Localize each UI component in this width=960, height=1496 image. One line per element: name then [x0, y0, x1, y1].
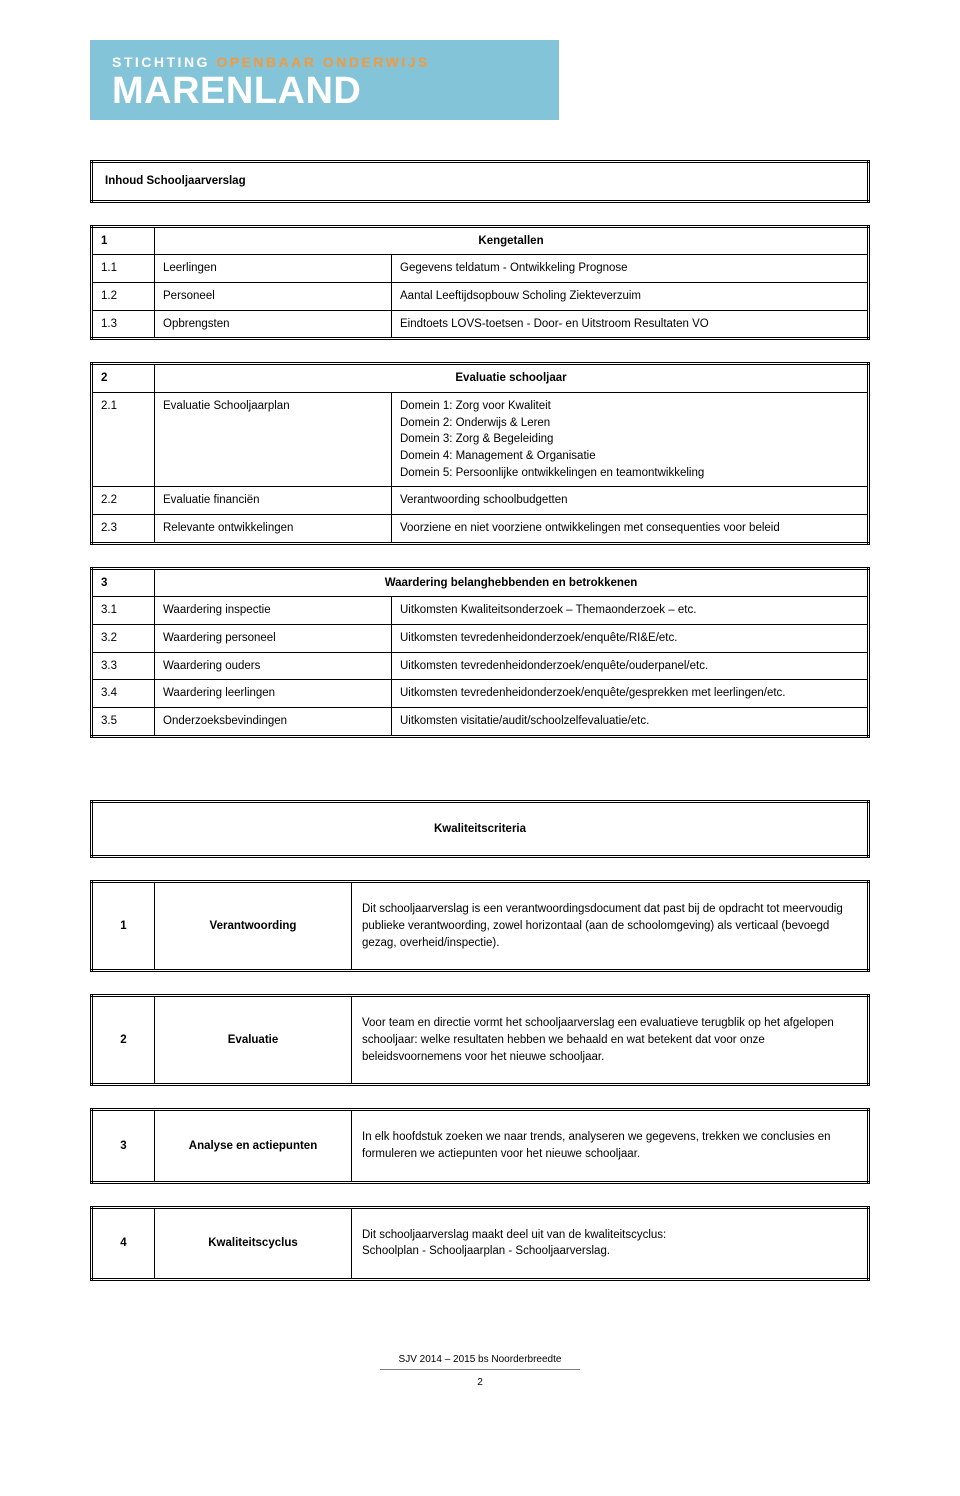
table-row: 2.1 Evaluatie Schooljaarplan Domein 1: Z…	[92, 393, 869, 487]
c4-num: 4	[92, 1207, 155, 1279]
footer-page: 2	[90, 1374, 870, 1392]
table-row: 2.3 Relevante ontwikkelingen Voorziene e…	[92, 515, 869, 544]
r23-num: 2.3	[92, 515, 155, 544]
r13-label: Opbrengsten	[155, 310, 392, 339]
logo-line1-b: OPENBAAR ONDERWIJS	[216, 54, 430, 70]
title-cell: Inhoud Schooljaarverslag	[92, 162, 869, 202]
r22-desc: Verantwoording schoolbudgetten	[392, 487, 869, 515]
page: STICHTING OPENBAAR ONDERWIJS MARENLAND I…	[0, 0, 960, 1422]
table-row: 1.1 Leerlingen Gegevens teldatum - Ontwi…	[92, 255, 869, 283]
r35-label: Onderzoeksbevindingen	[155, 708, 392, 737]
toc-section-2: 2 Evaluatie schooljaar 2.1 Evaluatie Sch…	[90, 362, 870, 544]
r31-num: 3.1	[92, 597, 155, 625]
table-row: 2.2 Evaluatie financiën Verantwoording s…	[92, 487, 869, 515]
r21-num: 2.1	[92, 393, 155, 487]
table-row: 3.2 Waardering personeel Uitkomsten tevr…	[92, 625, 869, 653]
r11-label: Leerlingen	[155, 255, 392, 283]
toc-section-3: 3 Waardering belanghebbenden en betrokke…	[90, 567, 870, 738]
toc-section-1: 1 Kengetallen 1.1 Leerlingen Gegevens te…	[90, 225, 870, 341]
r23-desc: Voorziene en niet voorziene ontwikkeling…	[392, 515, 869, 544]
sec2-num: 2	[92, 364, 155, 393]
r31-desc: Uitkomsten Kwaliteitsonderzoek – Themaon…	[392, 597, 869, 625]
criteria-row-3: 3 Analyse en actiepunten In elk hoofdstu…	[90, 1108, 870, 1183]
table-row: 3.5 Onderzoeksbevindingen Uitkomsten vis…	[92, 708, 869, 737]
c2-num: 2	[92, 996, 155, 1085]
sec3-num: 3	[92, 568, 155, 597]
criteria-row-1: 1 Verantwoording Dit schooljaarverslag i…	[90, 880, 870, 972]
sec1-label: Kengetallen	[155, 226, 869, 255]
c4-label: Kwaliteitscyclus	[155, 1207, 352, 1279]
r31-label: Waardering inspectie	[155, 597, 392, 625]
r12-desc: Aantal Leeftijdsopbouw Scholing Ziekteve…	[392, 283, 869, 311]
c2-label: Evaluatie	[155, 996, 352, 1085]
logo-line1: STICHTING OPENBAAR ONDERWIJS	[112, 54, 537, 70]
table-row: 3.1 Waardering inspectie Uitkomsten Kwal…	[92, 597, 869, 625]
r34-label: Waardering leerlingen	[155, 680, 392, 708]
c3-num: 3	[92, 1110, 155, 1182]
c3-label: Analyse en actiepunten	[155, 1110, 352, 1182]
r11-desc: Gegevens teldatum - Ontwikkeling Prognos…	[392, 255, 869, 283]
r21-label: Evaluatie Schooljaarplan	[155, 393, 392, 487]
r33-num: 3.3	[92, 652, 155, 680]
r32-label: Waardering personeel	[155, 625, 392, 653]
logo: STICHTING OPENBAAR ONDERWIJS MARENLAND	[90, 40, 559, 120]
r22-num: 2.2	[92, 487, 155, 515]
r34-num: 3.4	[92, 680, 155, 708]
r34-desc: Uitkomsten tevredenheidonderzoek/enquête…	[392, 680, 869, 708]
r11-num: 1.1	[92, 255, 155, 283]
criteria-row-2: 2 Evaluatie Voor team en directie vormt …	[90, 994, 870, 1086]
r33-desc: Uitkomsten tevredenheidonderzoek/enquête…	[392, 652, 869, 680]
r23-label: Relevante ontwikkelingen	[155, 515, 392, 544]
c2-desc: Voor team en directie vormt het schoolja…	[352, 996, 869, 1085]
sec1-num: 1	[92, 226, 155, 255]
c1-label: Verantwoording	[155, 882, 352, 971]
table-row: 1.2 Personeel Aantal Leeftijdsopbouw Sch…	[92, 283, 869, 311]
r35-desc: Uitkomsten visitatie/audit/schoolzelfeva…	[392, 708, 869, 737]
r32-num: 3.2	[92, 625, 155, 653]
c1-num: 1	[92, 882, 155, 971]
c3-desc: In elk hoofdstuk zoeken we naar trends, …	[352, 1110, 869, 1182]
r35-num: 3.5	[92, 708, 155, 737]
r12-label: Personeel	[155, 283, 392, 311]
r21-desc: Domein 1: Zorg voor Kwaliteit Domein 2: …	[392, 393, 869, 487]
c1-desc: Dit schooljaarverslag is een verantwoord…	[352, 882, 869, 971]
table-row: 3.3 Waardering ouders Uitkomsten tevrede…	[92, 652, 869, 680]
r13-desc: Eindtoets LOVS-toetsen - Door- en Uitstr…	[392, 310, 869, 339]
logo-line2: MARENLAND	[112, 72, 537, 110]
r22-label: Evaluatie financiën	[155, 487, 392, 515]
logo-line1-a: STICHTING	[112, 54, 210, 70]
sec2-label: Evaluatie schooljaar	[155, 364, 869, 393]
table-row: 1.3 Opbrengsten Eindtoets LOVS-toetsen -…	[92, 310, 869, 339]
r33-label: Waardering ouders	[155, 652, 392, 680]
criteria-title: Kwaliteitscriteria	[92, 801, 869, 857]
footer-rule	[380, 1369, 580, 1370]
title-table: Inhoud Schooljaarverslag	[90, 160, 870, 203]
criteria-row-4: 4 Kwaliteitscyclus Dit schooljaarverslag…	[90, 1206, 870, 1281]
r13-num: 1.3	[92, 310, 155, 339]
footer-line1: SJV 2014 – 2015 bs Noorderbreedte	[90, 1351, 870, 1369]
c4-desc: Dit schooljaarverslag maakt deel uit van…	[352, 1207, 869, 1279]
table-row: 3.4 Waardering leerlingen Uitkomsten tev…	[92, 680, 869, 708]
r32-desc: Uitkomsten tevredenheidonderzoek/enquête…	[392, 625, 869, 653]
criteria-title-table: Kwaliteitscriteria	[90, 800, 870, 859]
sec3-label: Waardering belanghebbenden en betrokkene…	[155, 568, 869, 597]
r12-num: 1.2	[92, 283, 155, 311]
footer: SJV 2014 – 2015 bs Noorderbreedte 2	[90, 1351, 870, 1392]
